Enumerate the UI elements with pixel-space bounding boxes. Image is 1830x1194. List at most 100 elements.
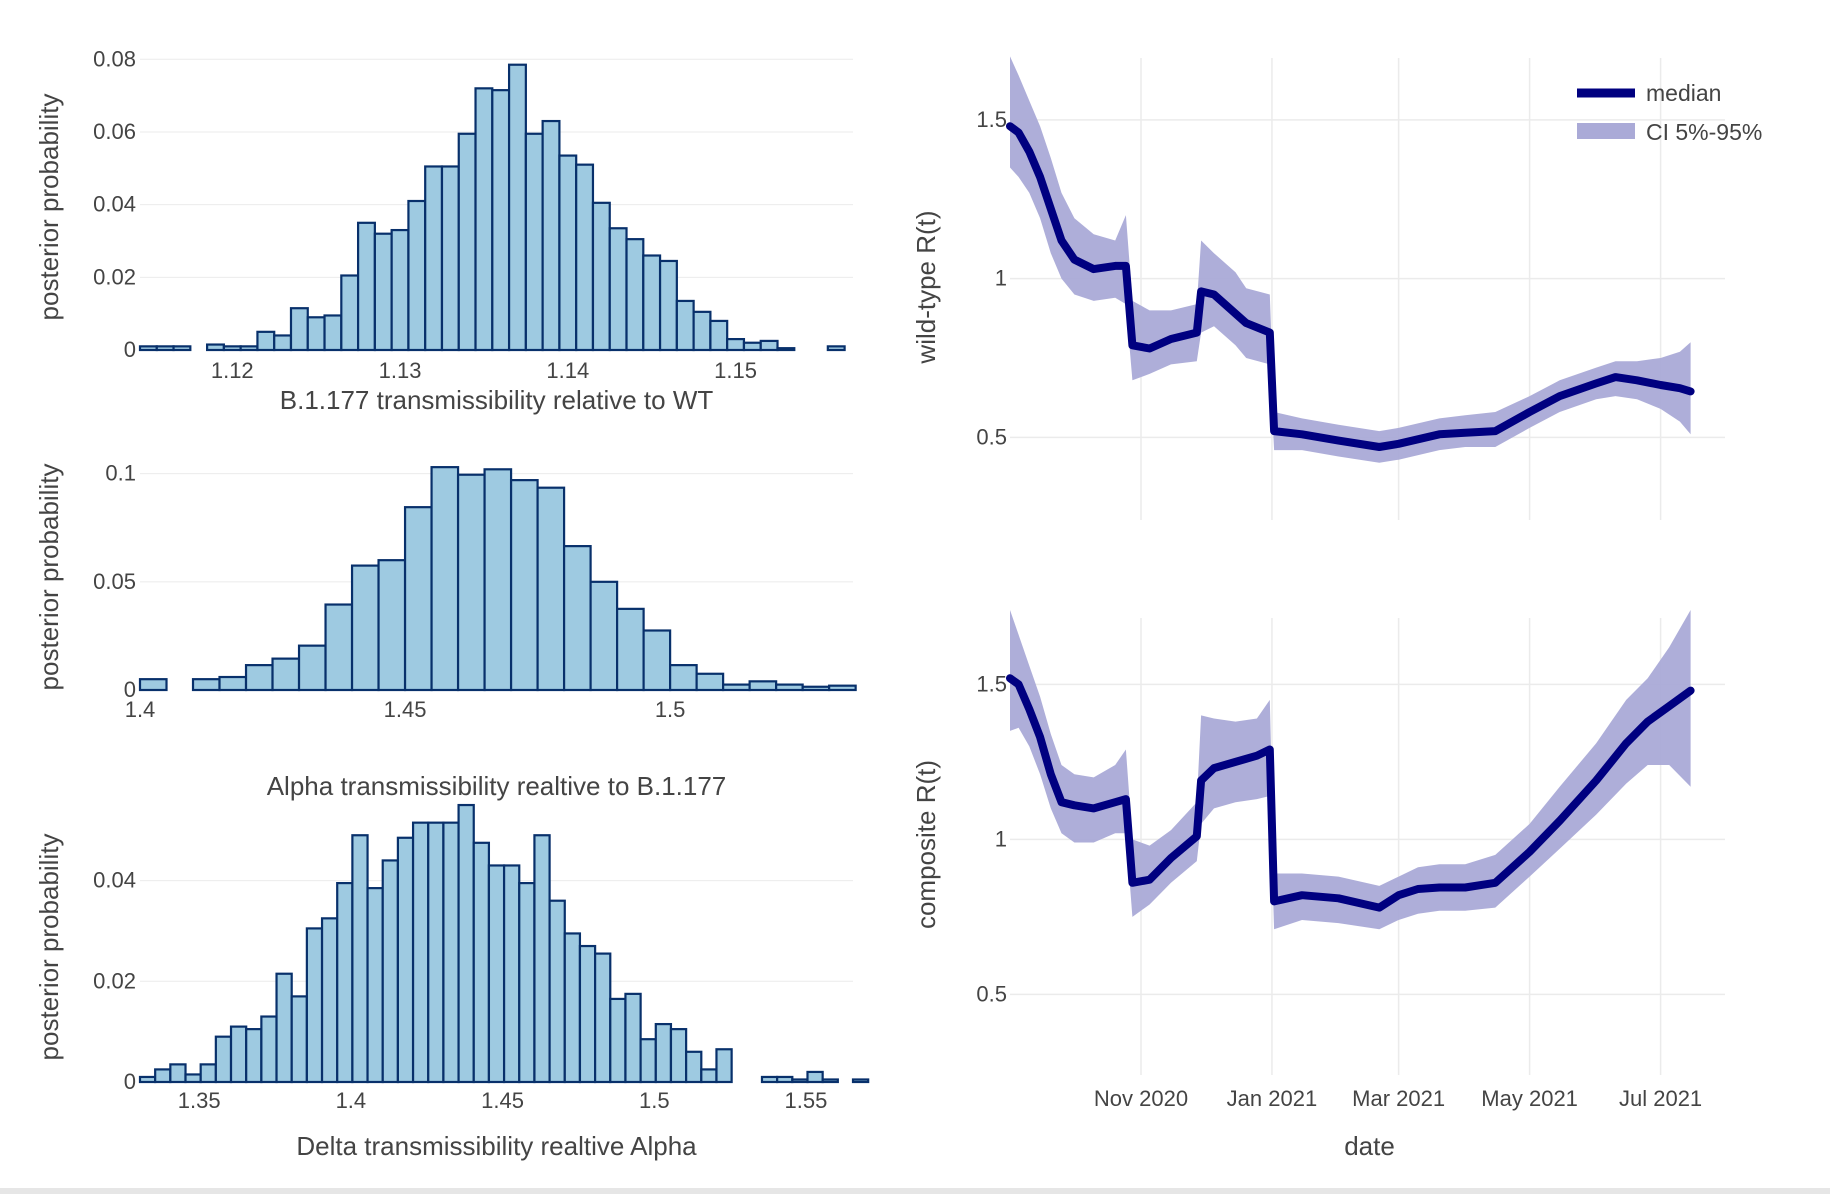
histogram-bar	[487, 864, 506, 1084]
x-tick-label: 1.14	[546, 358, 589, 383]
histogram-bar	[214, 1035, 233, 1084]
histogram-bar	[483, 468, 513, 692]
histogram-bar	[776, 1075, 794, 1084]
histogram-bar	[695, 672, 725, 692]
histogram-bar	[430, 466, 460, 692]
histogram-bar	[271, 657, 301, 692]
histogram-bar	[411, 821, 430, 1084]
histogram-bar	[245, 1028, 263, 1084]
bottom-strip	[0, 1188, 1830, 1194]
histogram-bar	[356, 221, 376, 352]
histogram-bar	[289, 307, 309, 352]
histogram-bar	[654, 1022, 673, 1084]
histogram-bar	[403, 506, 433, 692]
histogram-bar	[456, 473, 486, 692]
histogram-bar	[199, 1063, 217, 1084]
histogram-bar	[138, 678, 168, 692]
histogram-bar	[589, 580, 619, 692]
histogram-bar	[591, 201, 611, 352]
histogram-bar	[474, 87, 494, 352]
histogram-bar	[229, 1025, 248, 1084]
legend-ci-swatch	[1577, 123, 1635, 139]
histogram-bar	[669, 664, 698, 692]
legend: median CI 5%-95%	[1577, 80, 1762, 145]
histogram-bar	[518, 881, 536, 1084]
histogram-bar	[759, 339, 779, 352]
y-axis-label: wild-type R(t)	[911, 210, 941, 364]
x-tick-label: Nov 2020	[1094, 1086, 1188, 1111]
y-tick-label: 1.5	[976, 671, 1007, 696]
x-tick-label: 1.13	[379, 358, 422, 383]
y-axis-label: composite R(t)	[911, 760, 941, 929]
x-axis-label: B.1.177 transmissibility relative to WT	[280, 385, 714, 415]
histogram-bar	[154, 1068, 172, 1084]
histogram-bar	[624, 992, 642, 1084]
histogram-bar	[801, 685, 831, 692]
histogram-bar	[594, 952, 612, 1084]
histogram-bar	[373, 232, 393, 352]
histogram-bar	[742, 341, 762, 352]
histogram-bar	[206, 343, 225, 352]
y-tick-label: 0.5	[976, 424, 1007, 449]
x-tick-label: 1.5	[655, 697, 686, 722]
x-tick-label: Mar 2021	[1352, 1086, 1445, 1111]
histogram-bar	[791, 1078, 809, 1084]
histogram-bar	[616, 607, 645, 692]
b1177-histogram-panel: 0 0.02 0.04 0.06 0.08 1.12 1.13 1.14 1.15B.1.177…	[34, 46, 853, 415]
x-tick-label: Jan 2021	[1227, 1086, 1318, 1111]
x-tick-label: 1.45	[481, 1088, 524, 1113]
x-axis-label: Delta transmissibility realtive Alpha	[296, 1131, 697, 1161]
histogram-bar	[491, 89, 511, 352]
x-tick-label: 1.45	[384, 697, 427, 722]
histogram-bar	[390, 228, 410, 352]
histogram-bar	[290, 995, 308, 1084]
y-tick-label: 0	[124, 337, 136, 362]
histogram-bar	[351, 834, 369, 1084]
x-tick-label: 1.55	[785, 1088, 828, 1113]
histogram-bar	[305, 927, 324, 1084]
histogram-bar	[502, 864, 521, 1084]
histogram-bar	[244, 664, 274, 692]
x-axis-label: date	[1344, 1131, 1395, 1161]
histogram-bar	[366, 887, 384, 1084]
histogram-bar	[239, 345, 259, 352]
histogram-bar	[442, 821, 460, 1084]
histogram-bar	[709, 319, 729, 352]
y-tick-label: 0.04	[93, 868, 136, 893]
histogram-bar	[381, 859, 399, 1084]
x-axis-label: Alpha transmissibility realtive to B.1.1…	[267, 771, 727, 801]
histogram-bar	[642, 254, 662, 352]
histogram-bar	[324, 603, 354, 692]
histogram-bar	[536, 486, 566, 692]
histogram-bar	[692, 310, 712, 352]
histogram-bar	[675, 299, 695, 352]
histogram-bar	[548, 899, 566, 1084]
histogram-bar	[685, 1050, 703, 1084]
wild-type-rt-panel: 0.5 1 1.5 wild-type R(t)	[911, 56, 1725, 520]
histogram-bar	[669, 1028, 688, 1084]
histogram-bar	[336, 881, 354, 1084]
histogram-bar	[457, 803, 475, 1084]
y-axis-label: posterior probability	[34, 94, 64, 321]
histogram-bar	[609, 997, 627, 1084]
histogram-bar	[155, 345, 175, 352]
y-axis-label: posterior probability	[34, 834, 64, 1061]
histogram-bar	[507, 63, 527, 352]
histogram-bar	[256, 330, 276, 352]
histogram-bar	[726, 337, 746, 352]
histogram-bar	[260, 1015, 278, 1084]
histogram-bar	[775, 683, 804, 692]
histogram-bar	[427, 821, 445, 1084]
median-line	[1006, 674, 1695, 912]
histogram-bar	[578, 944, 597, 1084]
histogram-bar	[642, 629, 672, 692]
histogram-bar	[320, 917, 339, 1084]
histogram-bar	[575, 163, 595, 352]
histogram-bar	[340, 274, 360, 352]
y-axis-label: posterior probability	[34, 464, 64, 691]
y-tick-label: 0.08	[93, 46, 136, 71]
histogram-bar	[191, 678, 221, 692]
ci-band	[1010, 610, 1691, 930]
y-tick-label: 0.06	[93, 119, 136, 144]
